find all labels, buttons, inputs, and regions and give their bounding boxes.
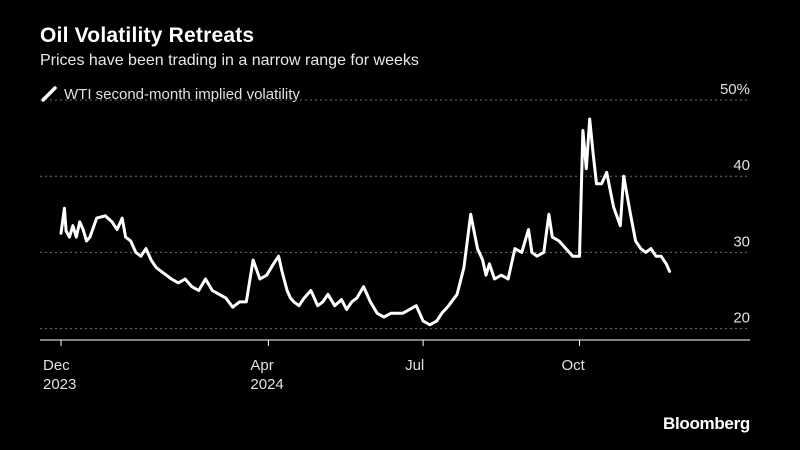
y-tick-label-40: 40 [733,157,750,174]
series-line-0 [59,117,672,327]
legend: WTI second-month implied volatility [40,85,300,103]
y-tick-label-20: 20 [733,310,750,327]
chart-subtitle: Prices have been trading in a narrow ran… [40,52,419,69]
source-logo: Bloomberg [662,414,750,433]
x-tick-sublabel-apr: 2024 [250,376,283,393]
legend-line-icon [41,86,57,102]
chart-title: Oil Volatility Retreats [40,24,255,47]
x-tick-label-oct: Oct [562,357,586,374]
legend-label: WTI second-month implied volatility [64,85,300,103]
x-tick-label-apr: Apr [250,357,273,374]
x-tick-label-dec: Dec [43,357,70,374]
y-tick-label-30: 30 [733,233,750,250]
x-tick-label-jul: Jul [405,357,424,374]
y-tick-label-50: 50% [720,81,750,98]
x-tick-sublabel-dec: 2023 [43,376,76,393]
